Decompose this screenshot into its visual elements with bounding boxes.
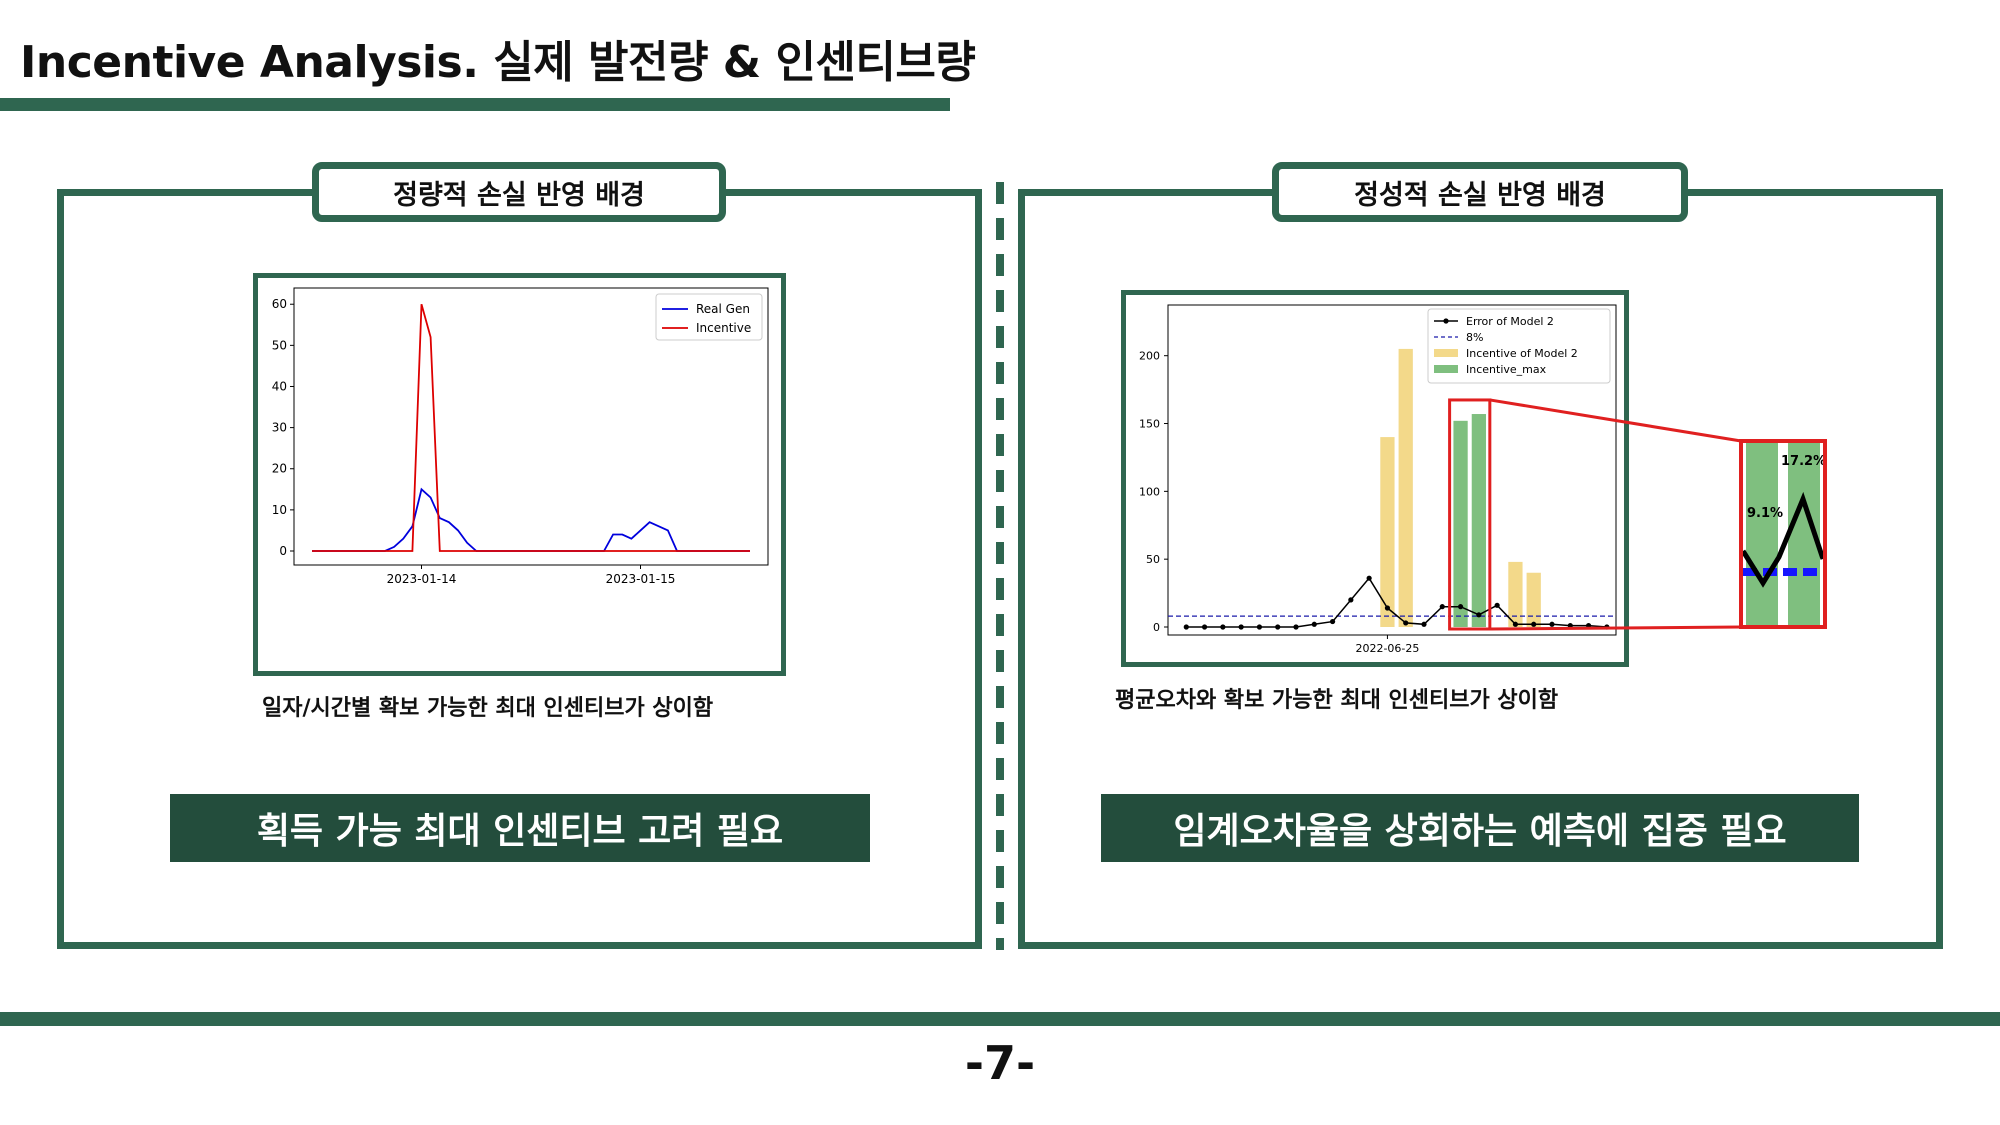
right-banner: 임계오차율을 상회하는 예측에 집중 필요: [1101, 794, 1859, 862]
legend-label: Incentive of Model 2: [1466, 347, 1578, 360]
y-tick-label: 30: [272, 421, 287, 435]
y-tick-label: 100: [1139, 485, 1160, 498]
y-tick-label: 40: [272, 379, 287, 393]
legend-label: Incentive_max: [1466, 363, 1547, 376]
left-panel-tab: 정량적 손실 반영 배경: [312, 162, 726, 222]
y-tick-label: 10: [272, 503, 287, 517]
error-point: [1512, 621, 1519, 627]
bar-chart: 0 50 100 150 200 2022-06-25 Error of Model 2 8%…: [1139, 304, 1617, 655]
error-point: [1329, 618, 1336, 625]
error-point: [1201, 624, 1208, 630]
error-point: [1439, 604, 1445, 610]
error-point: [1421, 621, 1427, 627]
right-panel-tab: 정성적 손실 반영 배경: [1272, 162, 1688, 222]
error-point: [1366, 575, 1372, 581]
error-point: [1531, 621, 1537, 627]
bar: [1526, 572, 1541, 627]
left-banner: 획득 가능 최대 인센티브 고려 필요: [170, 794, 870, 862]
legend-swatch: [1434, 365, 1458, 373]
plot-area: [293, 287, 769, 566]
bar: [1398, 348, 1413, 627]
error-point: [1220, 624, 1226, 630]
error-point: [1275, 624, 1281, 630]
error-point: [1549, 621, 1555, 627]
legend-label: Real Gen: [696, 302, 750, 316]
legend-label: Error of Model 2: [1466, 315, 1554, 328]
error-point: [1585, 623, 1592, 629]
bar: [1471, 414, 1486, 627]
error-point: [1311, 621, 1317, 627]
plot-area: [1167, 304, 1617, 636]
y-tick-label: 60: [272, 297, 287, 311]
x-tick-label: 2023-01-15: [606, 572, 676, 586]
error-line: [1186, 576, 1607, 628]
error-point: [1457, 604, 1464, 610]
error-point: [1567, 623, 1573, 629]
footer-rule: [0, 1012, 2000, 1026]
bar: [1508, 561, 1523, 627]
left-chart-frame: 0 10 20 30 40 50 60 2023-01-14 2023-01-15 Real Ge…: [253, 273, 786, 676]
legend-label: Incentive: [696, 321, 751, 335]
legend-label: 8%: [1466, 331, 1483, 344]
title-underline: [0, 98, 950, 111]
error-point: [1293, 624, 1299, 630]
highlight-box: [1448, 398, 1492, 631]
right-caption: 평균오차와 확보 가능한 최대 인센티브가 상이함: [1115, 688, 1559, 713]
page-number: -7-: [964, 1036, 1036, 1090]
legend-box: [1427, 308, 1611, 384]
y-tick-label: 150: [1139, 418, 1160, 431]
error-point: [1494, 602, 1500, 608]
error-point: [1384, 605, 1391, 611]
right-chart-frame: 0 50 100 150 200 2022-06-25 Error of Model 2 8%…: [1121, 290, 1629, 667]
legend-swatch: [1443, 318, 1449, 324]
y-tick-label: 200: [1139, 350, 1160, 363]
error-point: [1183, 624, 1189, 630]
line-chart: 0 10 20 30 40 50 60 2023-01-14 2023-01-15 Real Ge…: [272, 287, 769, 586]
error-point: [1348, 597, 1354, 603]
error-point: [1604, 624, 1610, 630]
error-point: [1403, 620, 1409, 626]
left-caption: 일자/시간별 확보 가능한 최대 인센티브가 상이함: [262, 696, 714, 721]
page-title: Incentive Analysis. 실제 발전량 & 인센티브량: [20, 37, 976, 88]
series-line-real-gen: [312, 487, 750, 552]
bar: [1380, 437, 1395, 627]
y-tick-label: 0: [279, 544, 287, 558]
bar: [1453, 420, 1468, 627]
error-point: [1238, 624, 1244, 630]
y-tick-label: 50: [1146, 553, 1160, 566]
y-tick-label: 50: [272, 338, 287, 352]
x-tick-label: 2022-06-25: [1355, 642, 1419, 655]
legend-swatch: [1434, 349, 1458, 357]
error-point: [1256, 624, 1263, 630]
series-line-incentive: [312, 303, 750, 552]
x-tick-label: 2023-01-14: [387, 572, 457, 586]
error-point: [1476, 612, 1482, 618]
dashed-divider: [996, 182, 1004, 950]
y-tick-label: 20: [272, 462, 287, 476]
y-tick-label: 0: [1153, 621, 1160, 634]
